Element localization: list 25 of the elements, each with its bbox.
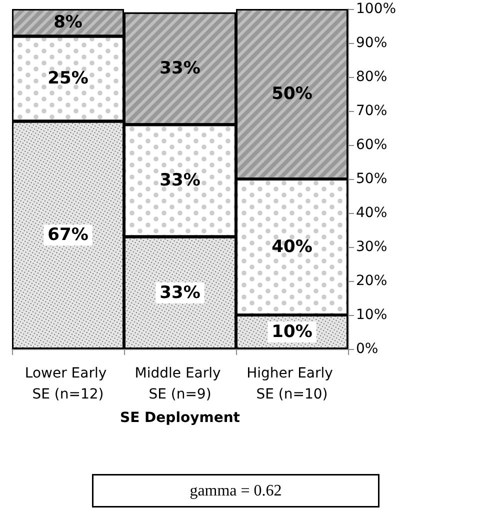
data-label: 33% bbox=[160, 170, 200, 191]
x-tick-label: Lower Early SE (n=12) bbox=[24, 366, 112, 402]
y-tick-label: 70% bbox=[356, 103, 388, 119]
y-tick-label: 0% bbox=[356, 341, 378, 357]
y-tick-label: 60% bbox=[356, 137, 388, 153]
data-label: 33% bbox=[160, 282, 200, 303]
data-label: 8% bbox=[54, 12, 82, 33]
text: gamma = 0.62 bbox=[190, 482, 282, 500]
x-tick-label: Higher Early SE (n=10) bbox=[246, 366, 338, 402]
y-tick-label: 20% bbox=[356, 273, 388, 289]
x-axis-title: SE Deployment bbox=[120, 410, 240, 426]
y-tick-label: 80% bbox=[356, 69, 388, 85]
data-label: 25% bbox=[48, 68, 88, 89]
data-label: 67% bbox=[48, 225, 88, 246]
data-label: 33% bbox=[160, 58, 200, 78]
y-tick-label: 40% bbox=[356, 205, 388, 221]
x-tick-label: Middle Early SE (n=9) bbox=[134, 366, 226, 402]
y-tick-label: 30% bbox=[356, 239, 388, 255]
data-label: 40% bbox=[272, 237, 312, 257]
y-tick-label: 100% bbox=[356, 1, 396, 17]
y-tick-label: 10% bbox=[356, 307, 388, 323]
data-label: 10% bbox=[272, 322, 312, 342]
y-tick-label: 90% bbox=[356, 35, 388, 51]
data-label: 50% bbox=[272, 84, 312, 104]
y-tick-label: 50% bbox=[356, 171, 388, 187]
